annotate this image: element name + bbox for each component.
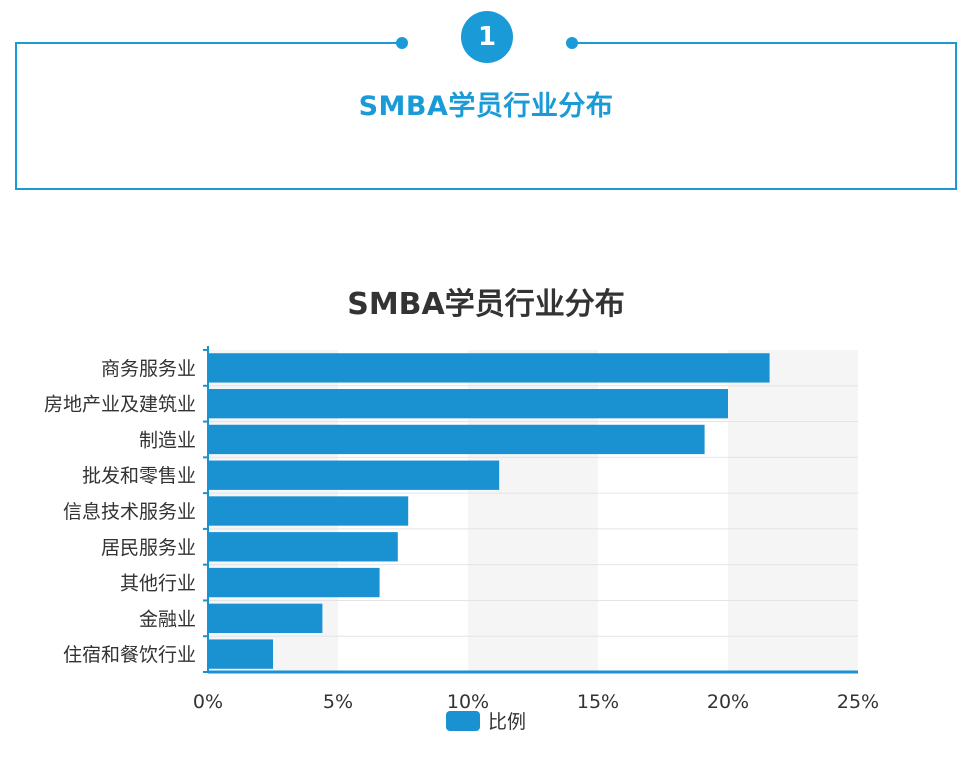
category-label: 信息技术服务业 bbox=[63, 501, 196, 523]
x-tick-label: 10% bbox=[447, 691, 489, 713]
category-label: 其他行业 bbox=[120, 573, 196, 595]
industry-bar-chart: SMBA学员行业分布 商务服务业房地产业及建筑业制造业批发和零售业信息技术服务业… bbox=[44, 287, 879, 733]
header-frame bbox=[15, 42, 957, 190]
x-tick-label: 25% bbox=[837, 691, 879, 713]
header-line-left bbox=[15, 42, 403, 44]
bar bbox=[208, 353, 770, 383]
chart-title: SMBA学员行业分布 bbox=[347, 287, 625, 322]
category-labels: 商务服务业房地产业及建筑业制造业批发和零售业信息技术服务业居民服务业其他行业金融… bbox=[44, 358, 196, 666]
x-tick-label: 15% bbox=[577, 691, 619, 713]
bar bbox=[208, 424, 705, 455]
header-dot-left bbox=[396, 37, 408, 49]
category-label: 房地产业及建筑业 bbox=[44, 394, 196, 416]
category-label: 批发和零售业 bbox=[82, 465, 196, 487]
bar bbox=[208, 388, 728, 419]
grid-band bbox=[728, 350, 858, 672]
legend-label: 比例 bbox=[488, 711, 526, 733]
x-tick-label: 20% bbox=[707, 691, 749, 713]
category-label: 居民服务业 bbox=[101, 537, 196, 559]
section-title: SMBA学员行业分布 bbox=[358, 91, 614, 122]
x-tick-label: 0% bbox=[193, 691, 223, 713]
section-number-badge: 1 bbox=[461, 11, 513, 63]
bar bbox=[208, 496, 409, 526]
category-label: 金融业 bbox=[139, 608, 196, 630]
x-tick-label: 5% bbox=[323, 691, 353, 713]
x-tick-labels: 0% 5% 10% 15% 20% 25% bbox=[193, 691, 879, 713]
legend-swatch bbox=[446, 711, 480, 731]
bar bbox=[208, 603, 323, 634]
category-label: 住宿和餐饮行业 bbox=[63, 644, 196, 666]
bar bbox=[208, 639, 273, 669]
category-label: 商务服务业 bbox=[101, 358, 196, 380]
bar bbox=[208, 460, 500, 490]
axes bbox=[203, 346, 858, 674]
category-label: 制造业 bbox=[139, 429, 196, 451]
header-dot-right bbox=[566, 37, 578, 49]
legend: 比例 bbox=[446, 711, 526, 733]
bars bbox=[208, 353, 770, 669]
bar bbox=[208, 532, 398, 562]
header-line-right bbox=[572, 42, 957, 44]
bar bbox=[208, 567, 380, 598]
